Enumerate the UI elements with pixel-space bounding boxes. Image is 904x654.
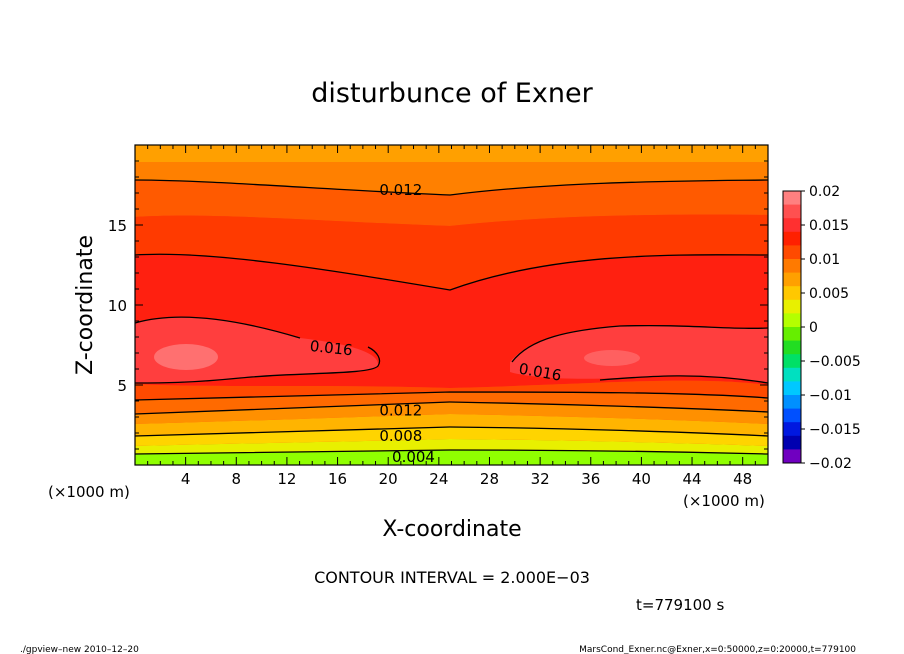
- colorbar: 0.02 0.015 0.01 0.005 0 −0.005 −0.01 −0.015 −0.0…: [782, 184, 861, 472]
- band-low-3: [135, 402, 768, 424]
- x-tick-label: 32: [531, 470, 550, 488]
- band-top-orange: [135, 162, 768, 195]
- colorbar-swatch: [783, 313, 801, 328]
- colorbar-swatch: [783, 245, 801, 260]
- footer-left: ./gpview–new 2010–12–20: [20, 645, 139, 654]
- contour-line: [134, 346, 381, 384]
- colorbar-swatch: [783, 422, 801, 437]
- contour-line: [134, 426, 769, 437]
- colorbar-swatch: [783, 435, 801, 450]
- band-red: [135, 214, 768, 290]
- contour-label: 0.008: [379, 427, 422, 445]
- footer-right: MarsCond_Exner.nc@Exner,x=0:50000,z=0:20…: [579, 645, 856, 654]
- x-tick-label: 8: [232, 470, 242, 488]
- x-unit-left: (×1000 m): [48, 483, 130, 501]
- time-text: t=779100 s: [636, 596, 724, 614]
- x-axis-label: X-coordinate: [382, 517, 521, 542]
- band-orange-red: [135, 180, 768, 226]
- peak-right: [584, 350, 640, 366]
- colorbar-label: −0.015: [809, 422, 861, 438]
- colorbar-swatch: [783, 340, 801, 355]
- contour-label: 0.004: [392, 448, 435, 466]
- x-tick-label: 44: [682, 470, 701, 488]
- colorbar-swatch: [783, 449, 801, 464]
- y-tick-label: 10: [108, 297, 127, 315]
- x-tick-label: 24: [429, 470, 448, 488]
- colorbar-swatch: [783, 218, 801, 233]
- contour-line: [134, 401, 769, 415]
- contour-line: [134, 179, 769, 196]
- x-tick-label: 16: [328, 470, 347, 488]
- colorbar-label: 0.02: [809, 184, 840, 200]
- contour-line: [599, 375, 769, 384]
- colorbar-swatch: [783, 327, 801, 342]
- y-tick-label: 15: [108, 217, 127, 235]
- colorbar-label: 0.005: [809, 286, 849, 302]
- contour-label: 0.012: [379, 402, 422, 420]
- x-tick-label: 12: [277, 470, 296, 488]
- contour-line: [134, 316, 301, 339]
- x-tick-label: 4: [181, 470, 191, 488]
- band-low-1: [135, 380, 768, 400]
- x-tick-label: 28: [480, 470, 499, 488]
- colorbar-swatch: [783, 367, 801, 382]
- colorbar-label: 0: [809, 320, 818, 336]
- x-unit-right: (×1000 m): [683, 492, 765, 510]
- axis-ticks: [135, 145, 768, 465]
- colorbar-label: 0.01: [809, 252, 840, 268]
- band-low-4: [135, 414, 768, 436]
- lobe-right: [510, 325, 768, 383]
- colorbar-label: 0.015: [809, 218, 849, 234]
- colorbar-swatch: [783, 272, 801, 287]
- colorbar-label: −0.02: [809, 456, 852, 472]
- contour-line: [134, 449, 769, 455]
- contour-label: 0.016: [309, 337, 354, 359]
- x-tick-label: 36: [581, 470, 600, 488]
- x-tick-label: 20: [379, 470, 398, 488]
- x-tick-label: 48: [733, 470, 752, 488]
- colorbar-swatch: [783, 286, 801, 301]
- colorbar-swatch: [783, 408, 801, 423]
- colorbar-swatch: [783, 231, 801, 246]
- colorbar-swatch: [783, 191, 801, 206]
- colorbar-swatch: [783, 395, 801, 410]
- contour-lines: [134, 179, 769, 455]
- chart-title: disturbunce of Exner: [311, 78, 593, 109]
- contour-line: [511, 324, 769, 363]
- peak-left: [154, 344, 218, 370]
- y-axis-label: Z-coordinate: [73, 235, 98, 375]
- band-low-6: [135, 439, 768, 454]
- contour-line: [134, 391, 769, 401]
- colorbar-label: −0.005: [809, 354, 861, 370]
- contour-line: [134, 253, 769, 291]
- band-low-2: [135, 392, 768, 414]
- band-top-orange-light: [135, 145, 768, 166]
- colorbar-swatch: [783, 259, 801, 274]
- band-bottom-green: [135, 450, 768, 465]
- colorbar-swatch: [783, 299, 801, 314]
- contour-interval-text: CONTOUR INTERVAL = 2.000E−03: [314, 568, 590, 587]
- x-tick-label: 40: [632, 470, 651, 488]
- colorbar-swatch: [783, 354, 801, 369]
- y-tick-label: 5: [117, 377, 127, 395]
- contour-label: 0.012: [379, 181, 422, 199]
- colorbar-swatch: [783, 204, 801, 219]
- colorbar-swatch: [783, 381, 801, 396]
- colorbar-label: −0.01: [809, 388, 852, 404]
